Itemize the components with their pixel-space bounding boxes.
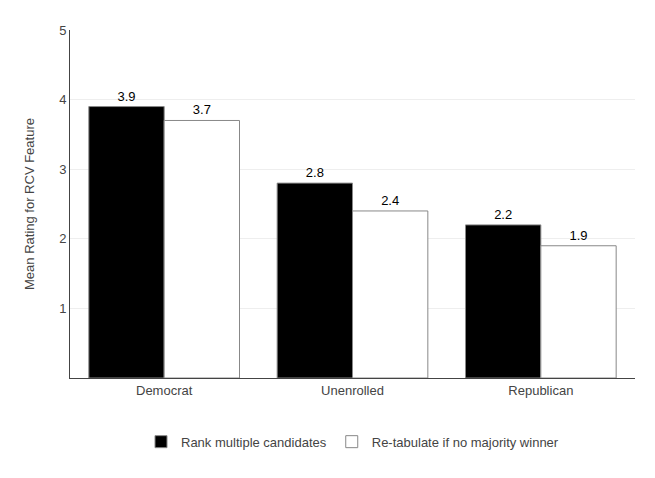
svg-text:3.9: 3.9 <box>117 89 135 104</box>
svg-text:Re-tabulate if no majority win: Re-tabulate if no majority winner <box>372 435 559 450</box>
svg-text:Rank multiple candidates: Rank multiple candidates <box>181 435 327 450</box>
svg-text:Republican: Republican <box>508 383 573 398</box>
svg-text:2.4: 2.4 <box>381 193 399 208</box>
svg-text:3.7: 3.7 <box>193 102 211 117</box>
svg-text:1: 1 <box>59 301 66 316</box>
svg-text:2.8: 2.8 <box>306 165 324 180</box>
svg-text:5: 5 <box>59 23 66 38</box>
svg-text:Mean Rating for RCV Feature: Mean Rating for RCV Feature <box>22 118 37 290</box>
svg-text:1.9: 1.9 <box>569 228 587 243</box>
svg-text:Unenrolled: Unenrolled <box>321 383 384 398</box>
svg-text:4: 4 <box>59 92 66 107</box>
svg-text:3: 3 <box>59 162 66 177</box>
svg-text:2.2: 2.2 <box>494 207 512 222</box>
svg-text:Democrat: Democrat <box>136 383 193 398</box>
svg-text:2: 2 <box>59 231 66 246</box>
